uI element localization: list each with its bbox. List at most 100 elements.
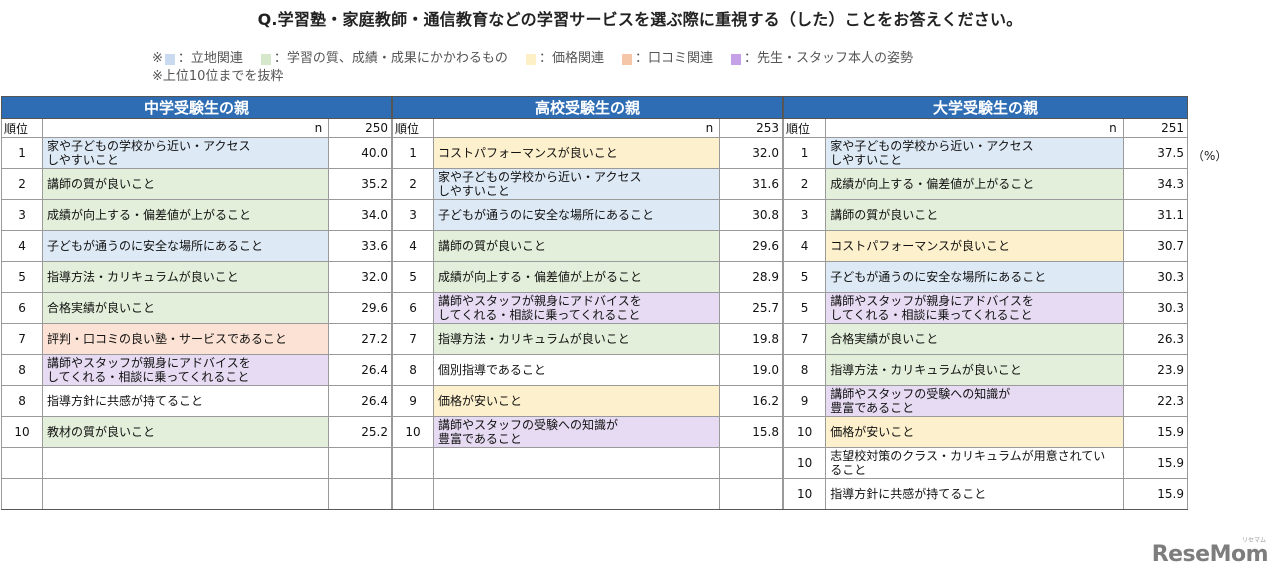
- percent-value: 37.5: [1122, 137, 1189, 169]
- table-row: 8 講師やスタッフが親身にアドバイスを してくれる・相談に乗ってくれること 26.…: [0, 354, 392, 386]
- n-label: n: [42, 118, 330, 138]
- table-row: 1 家や子どもの学校から近い・アクセス しやすいこと 37.5: [782, 137, 1189, 169]
- item-label: 家や子どもの学校から近い・アクセス しやすいこと: [825, 137, 1124, 169]
- percent-value: 26.3: [1122, 323, 1189, 355]
- percent-value: 30.8: [719, 199, 783, 231]
- n-label: n: [825, 118, 1124, 138]
- rank-cell: [391, 478, 435, 510]
- item-label: 指導方法・カリキュラムが良いこと: [433, 323, 721, 355]
- item-label: 講師の質が良いこと: [825, 199, 1124, 231]
- table-row: 10 講師やスタッフの受験への知識が 豊富であること 15.8: [391, 416, 783, 448]
- percent-value: 26.4: [328, 385, 392, 417]
- header-row: 順位 n 250: [0, 118, 392, 138]
- table-row: 9 価格が安いこと 16.2: [391, 385, 783, 417]
- swatch-quality-icon: [260, 53, 271, 65]
- rank-cell: 9: [391, 385, 435, 417]
- table-row: 10 志望校対策のクラス・カリキュラムが用意されてい ること 15.9: [782, 447, 1189, 479]
- table-row: 7 評判・口コミの良い塾・サービスであること 27.2: [0, 323, 392, 355]
- rank-cell: 4: [0, 230, 44, 262]
- percent-value: 26.4: [328, 354, 392, 386]
- percent-value: 30.3: [1122, 261, 1189, 293]
- percent-value: 19.8: [719, 323, 783, 355]
- table-row: 9 講師やスタッフの受験への知識が 豊富であること 22.3: [782, 385, 1189, 417]
- item-label: 子どもが通うのに安全な場所にあること: [42, 230, 330, 262]
- panel-heading: 高校受験生の親: [392, 96, 783, 119]
- n-value: 251: [1122, 118, 1189, 138]
- item-label: 教材の質が良いこと: [42, 416, 330, 448]
- percent-value: 32.0: [328, 261, 392, 293]
- table-row: 6 合格実績が良いこと 29.6: [0, 292, 392, 324]
- header-row: 順位 n 253: [391, 118, 783, 138]
- legend-item-location: ：立地関連: [163, 50, 243, 68]
- table-row: 2 成績が向上する・偏差値が上がること 34.3: [782, 168, 1189, 200]
- rank-cell: 4: [782, 230, 827, 262]
- table-row: 4 子どもが通うのに安全な場所にあること 33.6: [0, 230, 392, 262]
- table-row: 4 コストパフォーマンスが良いこと 30.7: [782, 230, 1189, 262]
- rank-cell: 3: [0, 199, 44, 231]
- item-label: 成績が向上する・偏差値が上がること: [825, 168, 1124, 200]
- table-row: 4 講師の質が良いこと 29.6: [391, 230, 783, 262]
- rank-cell: 3: [782, 199, 827, 231]
- rank-cell: 8: [391, 354, 435, 386]
- legend-item-review: ：口コミ関連: [620, 50, 713, 68]
- percent-value: 16.2: [719, 385, 783, 417]
- panel-heading: 中学受験生の親: [1, 96, 392, 119]
- legend-item-price: ：価格関連: [524, 50, 604, 68]
- item-label: 志望校対策のクラス・カリキュラムが用意されてい ること: [825, 447, 1124, 479]
- item-label: 価格が安いこと: [433, 385, 721, 417]
- ranking-table-university: 大学受験生の親 順位 n 251 1 家や子どもの学校から近い・アクセス しやすい…: [782, 96, 1189, 510]
- percent-value: 29.6: [719, 230, 783, 262]
- item-label: 子どもが通うのに安全な場所にあること: [433, 199, 721, 231]
- rank-cell: 1: [0, 137, 44, 169]
- rank-cell: 2: [0, 168, 44, 200]
- swatch-location-icon: [164, 53, 175, 65]
- percent-value: 40.0: [328, 137, 392, 169]
- rank-cell: 10: [391, 416, 435, 448]
- table-row: 5 指導方法・カリキュラムが良いこと 32.0: [0, 261, 392, 293]
- item-label: 指導方法・カリキュラムが良いこと: [825, 354, 1124, 386]
- percent-value: 15.9: [1122, 478, 1189, 510]
- percent-value: 33.6: [328, 230, 392, 262]
- table-row: 7 合格実績が良いこと 26.3: [782, 323, 1189, 355]
- n-value: 250: [328, 118, 392, 138]
- rank-cell: 7: [391, 323, 435, 355]
- rank-cell: 1: [391, 137, 435, 169]
- percent-value: 27.2: [328, 323, 392, 355]
- item-label: 講師の質が良いこと: [42, 168, 330, 200]
- percent-value: 22.3: [1122, 385, 1189, 417]
- rank-cell: 6: [391, 292, 435, 324]
- item-label: 講師の質が良いこと: [433, 230, 721, 262]
- item-label: [433, 478, 721, 510]
- item-label: 家や子どもの学校から近い・アクセス しやすいこと: [42, 137, 330, 169]
- table-row: 6 講師やスタッフが親身にアドバイスを してくれる・相談に乗ってくれること 25.…: [391, 292, 783, 324]
- table-row: [0, 447, 392, 479]
- table-row: 3 講師の質が良いこと 31.1: [782, 199, 1189, 231]
- percent-value: 23.9: [1122, 354, 1189, 386]
- rank-cell: 4: [391, 230, 435, 262]
- rank-cell: 5: [0, 261, 44, 293]
- table-row: [391, 478, 783, 510]
- table-row: 8 指導方法・カリキュラムが良いこと 23.9: [782, 354, 1189, 386]
- legend-item-quality: ：学習の質、成績・成果にかかわるもの: [259, 50, 508, 68]
- item-label: 子どもが通うのに安全な場所にあること: [825, 261, 1124, 293]
- item-label: 価格が安いこと: [825, 416, 1124, 448]
- item-label: 評判・口コミの良い塾・サービスであること: [42, 323, 330, 355]
- item-label: 個別指導であること: [433, 354, 721, 386]
- item-label: 指導方針に共感が持てること: [42, 385, 330, 417]
- ranking-table-high-school: 高校受験生の親 順位 n 253 1 コストパフォーマンスが良いこと 32.0 …: [391, 96, 783, 510]
- percent-value: 34.0: [328, 199, 392, 231]
- rank-header: 順位: [0, 118, 44, 138]
- rank-cell: [391, 447, 435, 479]
- table-row: 7 指導方法・カリキュラムが良いこと 19.8: [391, 323, 783, 355]
- percent-value: [719, 447, 783, 479]
- percent-value: 28.9: [719, 261, 783, 293]
- percent-value: 30.7: [1122, 230, 1189, 262]
- table-row: 10 教材の質が良いこと 25.2: [0, 416, 392, 448]
- item-label: 講師やスタッフが親身にアドバイスを してくれる・相談に乗ってくれること: [433, 292, 721, 324]
- item-label: 講師やスタッフが親身にアドバイスを してくれる・相談に乗ってくれること: [42, 354, 330, 386]
- legend-note: ※上位10位までを抜粋: [152, 69, 284, 84]
- rank-cell: 7: [782, 323, 827, 355]
- page-title: Q.学習塾・家庭教師・通信教育などの学習サービスを選ぶ際に重視する（した）ことを…: [257, 10, 1023, 29]
- table-row: 1 コストパフォーマンスが良いこと 32.0: [391, 137, 783, 169]
- item-label: 家や子どもの学校から近い・アクセス しやすいこと: [433, 168, 721, 200]
